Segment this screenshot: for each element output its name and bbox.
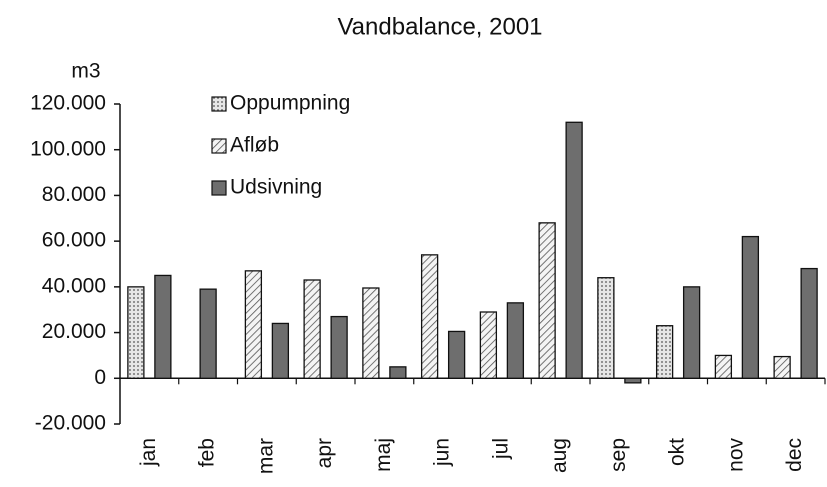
x-tick-label: aug [548,438,571,473]
y-tick-label: 60.000 [42,229,106,252]
legend-swatch [211,138,227,154]
chart-title: Vandbalance, 2001 [337,13,542,40]
y-tick-label: 0 [94,366,106,389]
bar [127,286,145,379]
x-tick-label: maj [372,438,395,472]
bar [420,254,439,379]
x-tick-label: mar [254,438,277,474]
bar [565,121,583,379]
bar [479,311,498,379]
x-tick-label: sep [607,438,630,472]
y-axis-label: m3 [71,60,100,83]
legend-label: Afløb [230,134,279,157]
bar [800,267,818,379]
x-tick-label: feb [196,438,219,467]
bar [199,288,217,379]
bar [330,315,348,379]
bar [741,235,760,379]
bar [597,277,615,379]
bar [682,286,701,379]
x-tick-label: jul [489,438,512,460]
bar [714,354,733,379]
bar [538,222,556,379]
x-tick-label: okt [666,438,689,466]
x-tick-label: dec [783,438,806,472]
bar [362,287,380,379]
bar [773,355,791,379]
legend-label: Udsivning [230,176,322,199]
bar [624,377,642,384]
y-tick-label: 80.000 [42,183,106,206]
y-tick-label: 120.000 [30,92,106,115]
bar [655,325,674,379]
bar [447,330,466,379]
legend-swatch [211,96,227,112]
y-tick-label: -20.000 [35,412,106,435]
x-tick-label: nov [724,438,747,472]
legend-label: Oppumpning [230,92,350,115]
bar [389,366,407,379]
bar [271,322,290,379]
bar [303,279,321,379]
bar [154,274,172,379]
y-tick-label: 20.000 [42,320,106,343]
bar [506,302,525,379]
legend-swatch [211,180,227,196]
bar [244,270,263,379]
x-tick-label: apr [313,438,336,468]
y-tick-label: 40.000 [42,274,106,297]
y-tick-label: 100.000 [30,137,106,160]
x-tick-label: jun [431,438,454,467]
x-tick-label: jan [137,438,160,467]
